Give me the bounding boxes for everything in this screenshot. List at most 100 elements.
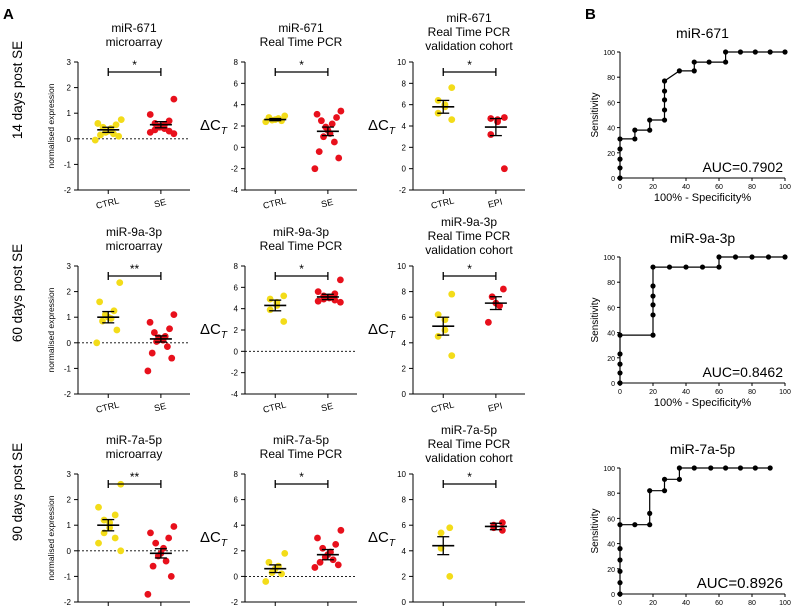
y-tick-label: -2 bbox=[231, 598, 239, 607]
data-point-se bbox=[330, 138, 338, 146]
roc-point bbox=[632, 127, 638, 133]
roc-point bbox=[617, 136, 623, 142]
x-tick-label: 100 bbox=[779, 389, 791, 396]
data-point-se bbox=[146, 129, 154, 136]
data-point-ctrl bbox=[434, 311, 442, 319]
data-point-ctrl bbox=[266, 306, 274, 314]
x-tick-label: 60 bbox=[715, 600, 723, 607]
data-point-se bbox=[146, 111, 154, 118]
data-point-se bbox=[311, 564, 319, 571]
roc-point bbox=[749, 254, 755, 260]
data-point-epi bbox=[500, 114, 508, 121]
x-tick-label: EPI bbox=[487, 196, 504, 209]
y-axis-label: ΔCT bbox=[368, 321, 396, 341]
data-point-epi bbox=[500, 165, 508, 173]
data-point-ctrl bbox=[93, 339, 101, 347]
y-tick-label: -4 bbox=[231, 186, 239, 195]
roc-point bbox=[691, 465, 697, 471]
y-tick-label: 2 bbox=[67, 288, 72, 297]
chart-title: miR-9a-3p bbox=[273, 225, 329, 239]
x-tick-label: CTRL bbox=[430, 399, 455, 414]
significance-marker: ** bbox=[130, 262, 140, 276]
y-tick-label: -2 bbox=[64, 598, 72, 607]
y-tick-label: 0 bbox=[234, 572, 239, 581]
roc-point bbox=[650, 283, 656, 289]
x-tick-label: SE bbox=[320, 197, 334, 210]
significance-marker: * bbox=[132, 58, 137, 72]
data-point-se bbox=[315, 148, 323, 156]
y-tick-label: 4 bbox=[234, 521, 239, 530]
x-axis-label: 100% - Specificity% bbox=[654, 397, 751, 409]
y-tick-label: 0 bbox=[611, 592, 615, 599]
chart-title: microarray bbox=[106, 239, 163, 253]
data-point-ctrl bbox=[115, 132, 123, 140]
data-point-se bbox=[336, 298, 344, 306]
data-point-epi bbox=[484, 318, 492, 326]
data-point-se bbox=[319, 544, 327, 552]
roc-point bbox=[632, 136, 638, 142]
data-point-ctrl bbox=[446, 524, 454, 532]
roc-point bbox=[661, 488, 668, 494]
data-point-se bbox=[314, 534, 321, 542]
data-point-ctrl bbox=[113, 326, 121, 334]
y-tick-label: 3 bbox=[67, 470, 72, 479]
panel-label-a: A bbox=[3, 6, 14, 23]
y-tick-label: 0 bbox=[402, 165, 407, 174]
roc-point bbox=[767, 465, 773, 471]
data-point-se bbox=[311, 165, 319, 173]
data-point-se bbox=[333, 114, 340, 121]
roc-point bbox=[650, 264, 656, 270]
y-tick-label: -2 bbox=[64, 186, 72, 195]
data-point-se bbox=[165, 534, 173, 542]
y-tick-label: 8 bbox=[234, 262, 239, 271]
y-tick-label: 100 bbox=[603, 466, 615, 473]
y-tick-label: 0 bbox=[234, 143, 239, 152]
roc-point bbox=[676, 68, 683, 74]
panel-label-b: B bbox=[585, 6, 596, 23]
y-tick-label: -2 bbox=[231, 165, 239, 174]
data-point-ctrl bbox=[448, 290, 456, 298]
roc-point bbox=[647, 127, 653, 133]
data-point-se bbox=[152, 539, 160, 547]
y-tick-label: 60 bbox=[607, 516, 615, 523]
data-point-se bbox=[170, 311, 178, 319]
roc-point bbox=[723, 49, 729, 55]
data-point-se bbox=[165, 117, 173, 125]
data-point-se bbox=[148, 349, 156, 357]
roc-point bbox=[683, 264, 689, 270]
data-point-se bbox=[170, 523, 178, 530]
data-point-ctrl bbox=[95, 539, 102, 547]
data-point-se bbox=[314, 288, 322, 295]
y-tick-label: 100 bbox=[603, 255, 615, 262]
roc-point bbox=[617, 156, 623, 162]
y-tick-label: -2 bbox=[399, 186, 407, 195]
y-tick-label: 6 bbox=[234, 283, 239, 292]
y-axis-label: normalised expression bbox=[46, 83, 56, 168]
roc-point bbox=[647, 117, 653, 123]
data-point-ctrl bbox=[117, 547, 125, 555]
data-point-ctrl bbox=[95, 503, 102, 511]
roc-point bbox=[752, 465, 758, 471]
data-point-epi bbox=[499, 285, 507, 293]
y-tick-label: 0 bbox=[402, 390, 407, 399]
x-tick-label: 40 bbox=[682, 389, 690, 396]
y-tick-label: 8 bbox=[402, 79, 407, 88]
y-tick-label: 3 bbox=[67, 58, 72, 67]
data-point-se bbox=[167, 573, 175, 580]
roc-point bbox=[617, 557, 623, 563]
data-point-epi bbox=[498, 519, 506, 527]
data-point-se bbox=[144, 590, 152, 598]
y-tick-label: 80 bbox=[607, 491, 615, 498]
y-tick-label: 1 bbox=[67, 313, 72, 322]
roc-point bbox=[723, 465, 729, 471]
y-tick-label: -1 bbox=[64, 160, 72, 169]
chart-title: microarray bbox=[106, 447, 163, 461]
data-point-se bbox=[331, 296, 339, 304]
data-point-se bbox=[166, 325, 173, 333]
roc-point bbox=[765, 254, 772, 260]
y-tick-label: 4 bbox=[402, 122, 407, 131]
data-point-se bbox=[170, 95, 178, 103]
x-tick-label: 80 bbox=[748, 600, 756, 607]
data-point-se bbox=[163, 343, 171, 351]
